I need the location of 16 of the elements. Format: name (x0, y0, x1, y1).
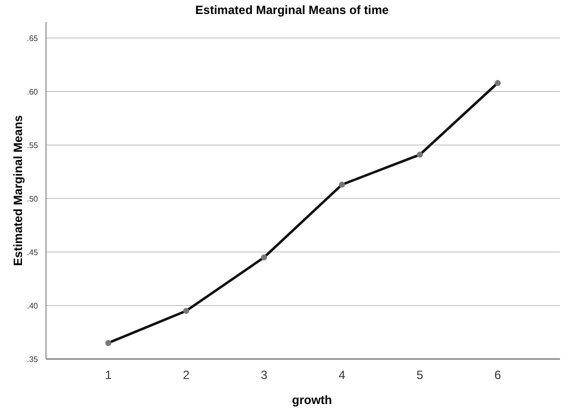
x-axis-title: growth (292, 393, 332, 407)
y-tick-label: .65 (26, 34, 39, 43)
y-tick-label: .55 (26, 140, 39, 150)
x-tick-label: 6 (494, 368, 502, 382)
x-tick-label: 3 (260, 368, 268, 382)
x-tick-label: 4 (338, 368, 346, 382)
y-tick-label: .60 (26, 87, 39, 96)
y-tick-label: .35 (26, 354, 39, 364)
x-tick-label: 2 (182, 368, 190, 382)
x-tick-label: 5 (416, 368, 424, 382)
y-tick-label: .40 (26, 301, 39, 310)
y-tick-label: .50 (26, 194, 39, 204)
chart-title: Estimated Marginal Means of time (195, 3, 390, 17)
y-axis-title: Estimated Marginal Means (11, 114, 25, 266)
y-tick-label: .45 (26, 248, 39, 257)
x-tick-label: 1 (104, 368, 112, 382)
